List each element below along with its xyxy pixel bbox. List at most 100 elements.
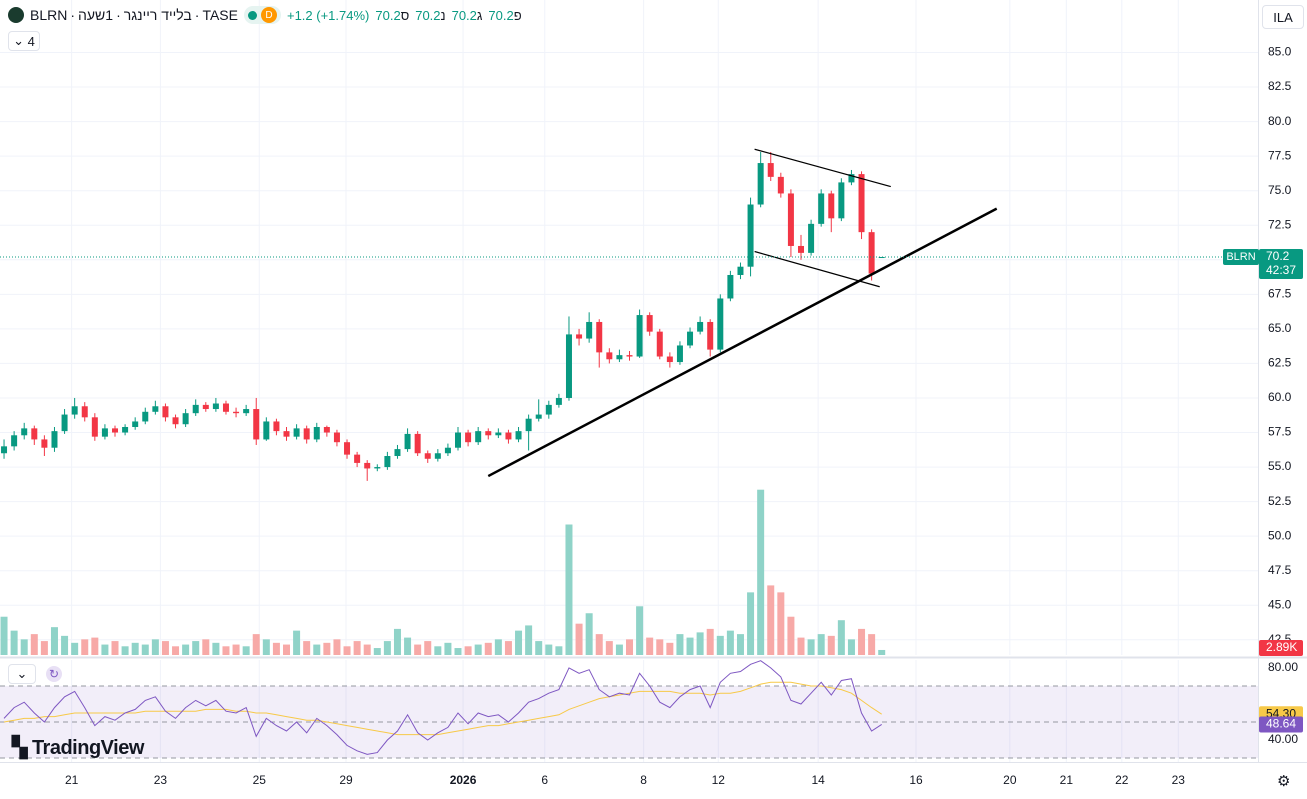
candle-body bbox=[192, 404, 199, 414]
volume-bar bbox=[868, 634, 876, 655]
volume-bar bbox=[393, 628, 401, 655]
price-tag bbox=[1259, 249, 1303, 280]
x-tick-label: 25 bbox=[253, 773, 267, 787]
candle-body bbox=[112, 428, 119, 433]
candle-body bbox=[777, 176, 784, 194]
candle-body bbox=[424, 453, 431, 459]
volume-bar bbox=[817, 634, 825, 655]
candle-body bbox=[1, 446, 8, 454]
volume-bar bbox=[464, 646, 472, 655]
candle-body bbox=[91, 417, 98, 437]
candle-body bbox=[535, 414, 542, 419]
volume-bar bbox=[202, 639, 210, 655]
y-tick-label: 77.5 bbox=[1268, 148, 1292, 162]
y-tick-label: 75.0 bbox=[1268, 183, 1292, 197]
volume-bar bbox=[757, 489, 765, 655]
volume-bar bbox=[232, 644, 240, 655]
volume-bar bbox=[252, 634, 260, 655]
volume-bar bbox=[323, 642, 331, 655]
candle-body bbox=[687, 331, 694, 346]
ohlc-value: 70.2 bbox=[488, 7, 514, 23]
candle-body bbox=[576, 334, 583, 339]
candle-body bbox=[646, 315, 653, 332]
volume-bar bbox=[525, 625, 533, 655]
candle-body bbox=[515, 431, 522, 440]
volume-bar bbox=[383, 641, 391, 655]
candle-body bbox=[283, 431, 290, 437]
volume-bar bbox=[858, 628, 866, 655]
indicators-toggle[interactable]: ⌄ 4 bbox=[8, 31, 40, 51]
ohlc-item: ג70.2 bbox=[452, 8, 483, 23]
candle-body bbox=[273, 421, 280, 432]
indicators-count: 4 bbox=[27, 33, 35, 49]
status-pill[interactable]: D bbox=[243, 6, 281, 24]
rsi-refresh[interactable]: ↻ bbox=[46, 666, 62, 682]
logo: ▚ TradingView bbox=[12, 737, 144, 759]
candle-body bbox=[202, 404, 209, 410]
candle-body bbox=[394, 449, 401, 457]
symbol-tag bbox=[1223, 249, 1259, 266]
candle-body bbox=[132, 421, 139, 427]
volume-bar bbox=[454, 648, 462, 655]
volume-bar bbox=[343, 646, 351, 655]
trendline bbox=[754, 250, 880, 288]
interval[interactable]: 1שעה bbox=[78, 7, 124, 23]
rsi-tag-text: 48.64 bbox=[1266, 717, 1296, 731]
candle-body bbox=[606, 352, 613, 360]
volume-bar bbox=[585, 613, 593, 655]
volume-bar bbox=[81, 639, 89, 655]
volume-bar bbox=[111, 641, 119, 655]
volume-bar bbox=[40, 641, 48, 655]
volume-bar bbox=[837, 620, 845, 655]
candle-body bbox=[182, 413, 189, 425]
volume-bar bbox=[131, 642, 139, 655]
volume-bar bbox=[747, 592, 755, 655]
volume-bar bbox=[726, 630, 734, 655]
volume-bar bbox=[545, 644, 553, 655]
y-tick-label: 82.5 bbox=[1268, 79, 1292, 93]
rsi-tick-label: 40.00 bbox=[1268, 732, 1298, 746]
candle-body bbox=[253, 409, 260, 440]
candle-body bbox=[656, 331, 663, 357]
candle-body bbox=[747, 204, 754, 267]
logo-text: TradingView bbox=[31, 737, 144, 759]
x-tick-label: 22 bbox=[1115, 773, 1129, 787]
volume-bar bbox=[404, 637, 412, 655]
volume-bar bbox=[777, 592, 785, 655]
y-tick-label: 72.5 bbox=[1268, 217, 1292, 231]
candle-body bbox=[233, 411, 240, 414]
candle-body bbox=[868, 232, 875, 274]
symbol-tag-text: BLRN bbox=[1226, 251, 1255, 263]
volume-bar bbox=[878, 649, 886, 655]
market-dot bbox=[247, 10, 257, 20]
volume-bar bbox=[706, 628, 714, 655]
rsi-collapse[interactable]: ⌄ bbox=[8, 664, 36, 684]
candle-body bbox=[414, 433, 421, 454]
candle-body bbox=[767, 163, 774, 177]
candle-body bbox=[707, 321, 714, 350]
settings-icon[interactable]: ⚙ bbox=[1277, 773, 1291, 790]
candle-body bbox=[21, 428, 28, 436]
ohlc-item: נ70.2 bbox=[415, 8, 445, 23]
candle-body bbox=[676, 345, 683, 363]
volume-bar bbox=[91, 637, 99, 655]
volume-bar bbox=[363, 644, 371, 655]
trendline bbox=[754, 148, 891, 188]
y-tick-label: 55.0 bbox=[1268, 459, 1292, 473]
candle-body bbox=[798, 245, 805, 253]
volume-bar bbox=[767, 585, 775, 655]
candle-body bbox=[384, 456, 391, 468]
rsi-band bbox=[0, 685, 1258, 759]
candle-body bbox=[31, 428, 38, 440]
volume-bar bbox=[151, 639, 159, 655]
volume-bar bbox=[50, 627, 58, 655]
y-tick-label: 62.5 bbox=[1268, 356, 1292, 370]
candle-body bbox=[172, 417, 179, 425]
candle-body bbox=[848, 174, 855, 183]
currency-button[interactable]: ILA bbox=[1262, 5, 1304, 29]
y-tick-label: 85.0 bbox=[1268, 45, 1292, 59]
candle-body bbox=[626, 355, 633, 357]
volume-tag bbox=[1259, 640, 1303, 656]
candle-body bbox=[51, 431, 58, 448]
